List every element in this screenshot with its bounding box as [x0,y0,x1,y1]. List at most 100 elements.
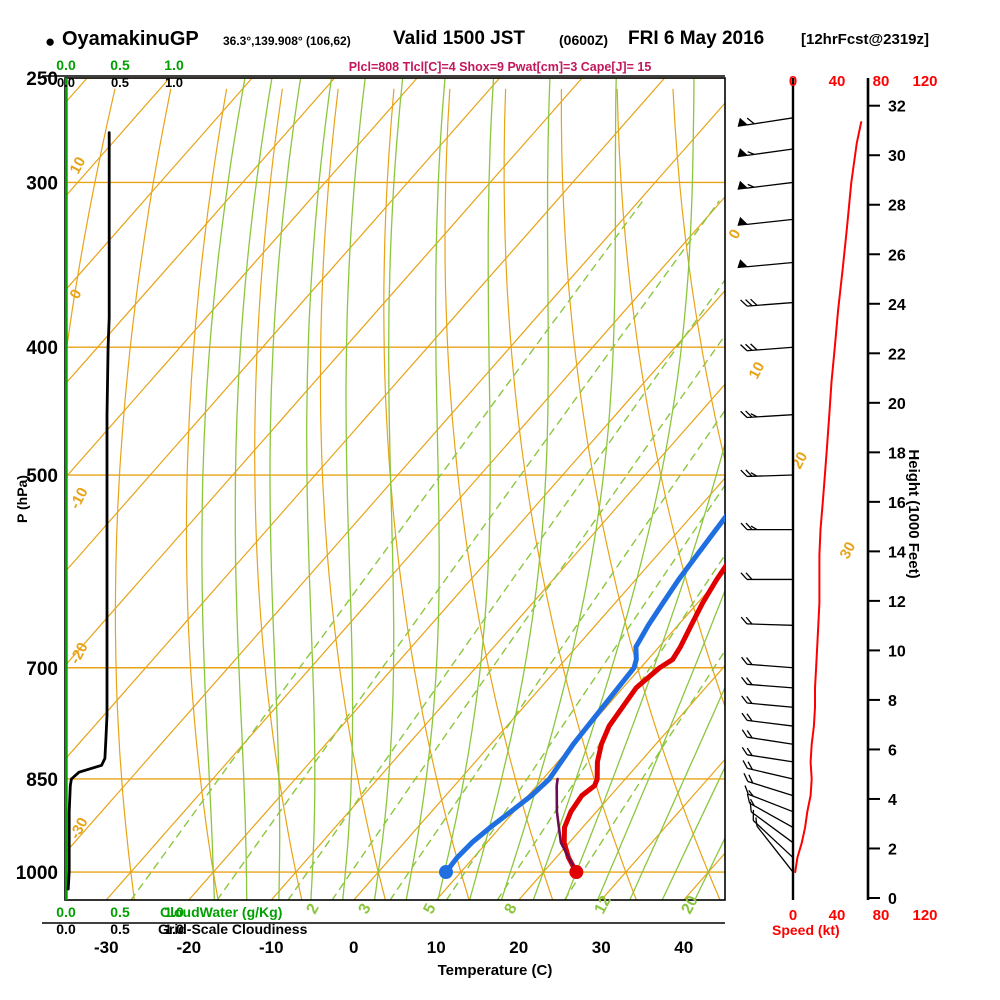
wind-speed-profile [794,121,863,874]
wind-barb [741,729,794,745]
pressure-tick-label: 850 [26,770,58,791]
height-tick-label: 6 [888,742,897,759]
header-row: ● OyamakinuGP 36.3°,139.908° (106,62) Va… [40,28,960,54]
wind-barb [740,572,793,581]
wind-barb [755,817,794,873]
grid-layer [65,78,725,900]
height-tick-label: 12 [888,594,906,611]
cloudwater-tick-label-top: 0.5 [110,57,130,73]
wind-barb [737,117,794,127]
valid-time-utc: (0600Z) [559,32,609,48]
height-tick-label: 4 [888,792,897,809]
wind-barb [740,410,794,419]
cloudiness-tick-label-top: 0.5 [111,75,129,90]
isotherm-label: 10 [67,154,90,177]
cloudiness-axis-label: Grid-Scale Cloudiness [158,921,308,937]
speed-tick-label-top: 40 [829,73,846,90]
station-coords: 36.3°,139.908° (106,62) [223,34,351,48]
dry-adiabat-label: 10 [746,359,769,382]
speed-tick-label-bottom: 120 [912,907,937,924]
wind-barb [742,760,794,780]
valid-date: FRI 6 May 2016 [628,28,765,49]
wind-barb [741,712,794,727]
mixing-ratio-label: 20 [679,893,702,917]
speed-tick-label-bottom: 80 [873,907,890,924]
pressure-tick-label: 400 [26,338,58,359]
speed-tick-label-bottom: 0 [789,907,797,924]
sounding-parameters-text: Plcl=808 Tlcl[C]=4 Shox=9 Pwat[cm]=3 Cap… [348,60,652,74]
wind-barb [744,785,794,813]
wind-barb [746,793,794,828]
height-tick-label: 18 [888,445,906,462]
speed-tick-label-top: 80 [873,73,890,90]
cloudiness-tick-label-top: 1.0 [165,75,183,90]
height-tick-label: 32 [888,99,906,116]
temperature-tick-label: -20 [176,938,201,957]
cloudiness-tick-label-top: 0.0 [57,75,75,90]
pressure-tick-label: 1000 [16,863,58,884]
pressure-axis-label: P (hPa) [14,475,30,523]
cloud-profile-layer [65,78,111,900]
pressure-axis-ticks: 250 300 400 500 700 850 1000 [16,69,58,884]
height-tick-label: 0 [888,891,897,908]
cloudiness-tick-label-bottom: 0.0 [56,921,76,937]
valid-time: Valid 1500 JST [393,28,526,49]
wind-barb [740,522,793,531]
height-tick-label: 22 [888,346,906,363]
temperature-axis-ticks: -30 -20 -10 0 10 20 30 40 [94,938,693,957]
mixing-ratio-label: 5 [421,901,440,917]
dry-adiabat-label: 30 [837,539,860,562]
pressure-tick-label: 500 [26,466,58,487]
pressure-tick-label: 250 [26,69,58,90]
pressure-tick-label: 300 [26,173,58,194]
height-tick-label: 26 [888,247,906,264]
wind-barb [740,616,794,626]
wind-barb [740,469,794,478]
curve-temperature [561,562,725,875]
temperature-tick-label: 10 [427,938,446,957]
wind-barb [741,656,794,669]
wind-barb [743,772,794,797]
speed-axis-label: Speed (kt) [772,922,840,938]
cloudwater-tick-label-bottom: 1.0 [164,904,184,920]
temperature-tick-label: 20 [509,938,528,957]
height-axis-label: Height (1000 Feet) [905,449,922,579]
sounding-parameters: Plcl=808 Tlcl[C]=4 Shox=9 Pwat[cm]=3 Cap… [0,58,1000,74]
speed-tick-label-bottom: 40 [829,907,846,924]
curve-parcel [555,777,578,874]
cloudwater-tick-label-top: 1.0 [164,57,184,73]
height-tick-label: 28 [888,198,906,215]
mixing-ratio-label: 2 [304,901,323,917]
wind-barb [737,216,794,226]
pressure-tick-label: 700 [26,659,58,680]
height-tick-label: 16 [888,495,906,512]
speed-tick-label-top: 0 [789,73,797,90]
mixing-ratio-label: 12 [592,893,615,917]
forecast-tag: [12hrFcst@2319z] [801,31,930,48]
temperature-tick-label: -10 [259,938,284,957]
cloudwater-tick-label-top: 0.0 [56,57,76,73]
height-tick-label: 10 [888,643,906,660]
wind-barb [741,695,794,708]
height-tick-label: 14 [888,544,906,561]
wind-barb [741,676,794,689]
height-tick-label: 24 [888,297,906,314]
isotherm-label: -10 [67,485,92,512]
speed-tick-label-top: 120 [912,73,937,90]
station-name: OyamakinuGP [62,28,199,50]
height-tick-label: 8 [888,693,897,710]
curve-dewpoint [443,513,725,875]
height-tick-label: 30 [888,148,906,165]
mixing-ratio-label: 3 [356,901,375,917]
dry-adiabat-label: 0 [726,227,745,242]
wind-barbs-layer [737,117,794,873]
station-bullet-icon: ● [45,32,56,51]
temperature-tick-label: -30 [94,938,119,957]
isotherm-label: -20 [67,640,92,667]
secondary-axis-ticks: 0.0 0.5 1.00.0 0.5 1.00.0 0.5 1.00.0 0.5 1.00040… [42,57,938,937]
wind-barb [740,343,794,352]
wind-barb [737,180,794,190]
sounding-curves [438,513,725,880]
